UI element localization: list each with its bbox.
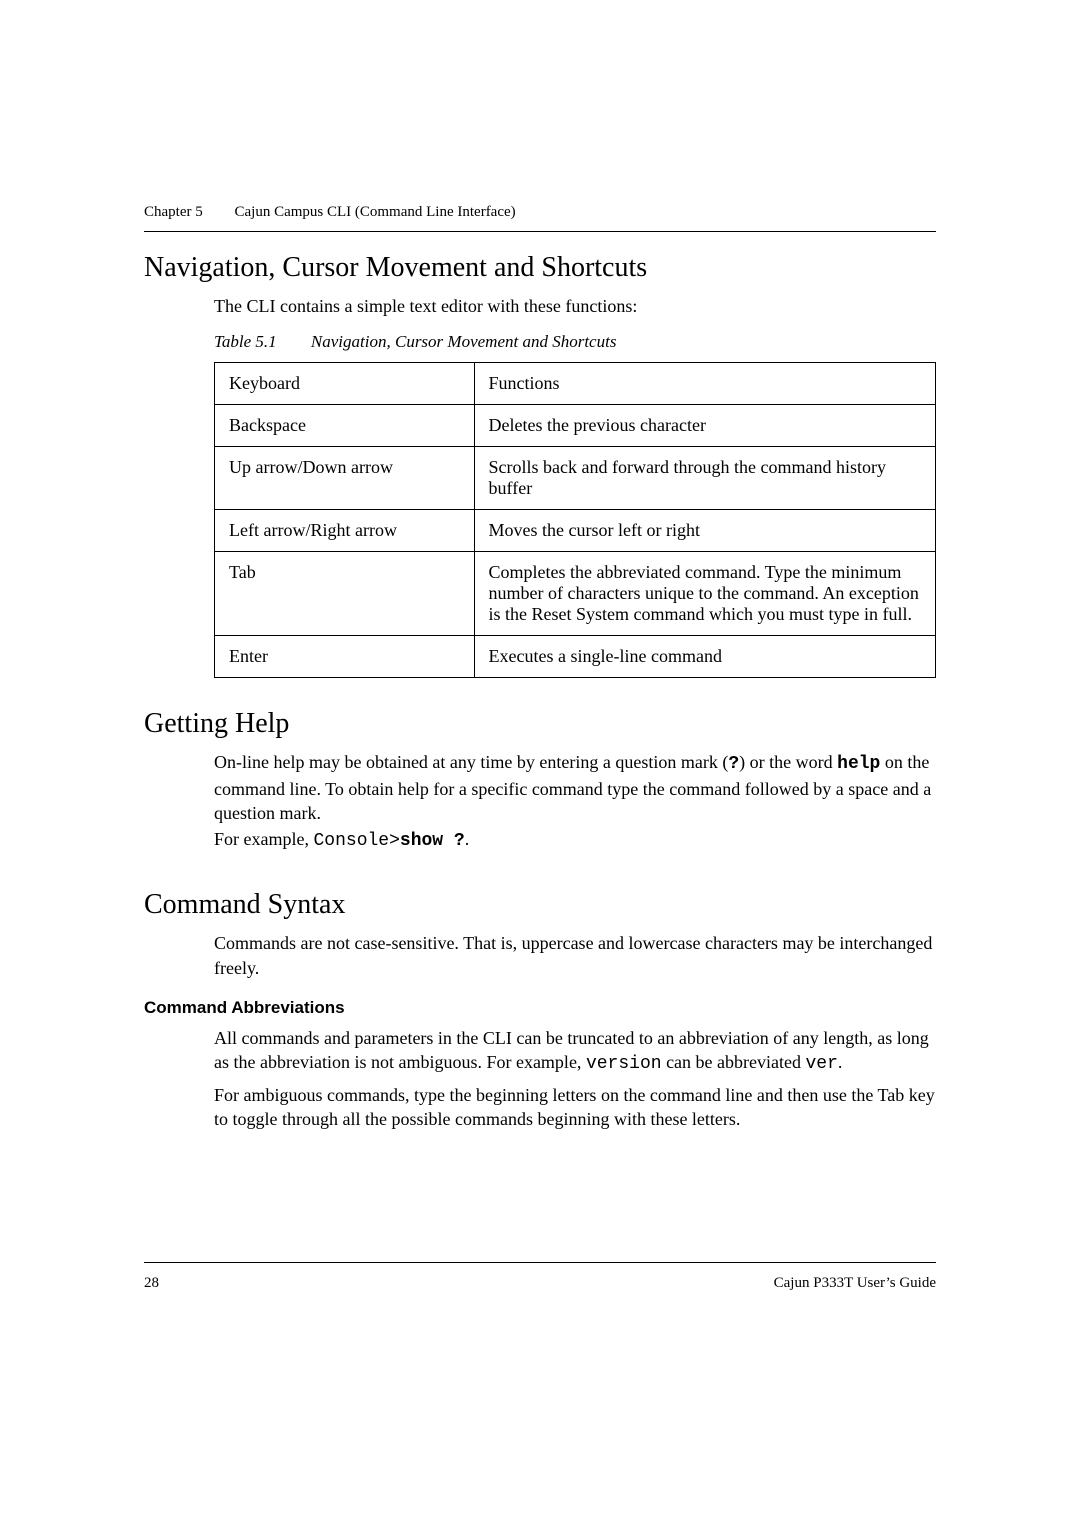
cell-fn: Deletes the previous character [474,405,935,447]
table-header-row: Keyboard Functions [215,363,936,405]
document-page: Chapter 5 Cajun Campus CLI (Command Line… [0,0,1080,1131]
table-row: Tab Completes the abbreviated command. T… [215,552,936,636]
table-caption: Table 5.1 Navigation, Cursor Movement an… [214,332,936,352]
version-literal: version [586,1054,662,1074]
header-rule [144,231,936,232]
heading-navigation: Navigation, Cursor Movement and Shortcut… [144,252,936,284]
abbrev-block: All commands and parameters in the CLI c… [214,1026,936,1131]
subheading-command-abbreviations: Command Abbreviations [144,998,936,1018]
doc-title: Cajun P333T User’s Guide [774,1275,936,1292]
help-paragraph-1: On-line help may be obtained at any time… [214,750,936,825]
cell-key: Left arrow/Right arrow [215,510,475,552]
table-row: Backspace Deletes the previous character [215,405,936,447]
footer-rule [144,1262,936,1263]
col-keyboard-header: Keyboard [215,363,475,405]
help-command-literal: help [837,754,880,774]
cell-key: Tab [215,552,475,636]
question-mark-literal: ? [728,754,739,774]
table-number: Table 5.1 [214,332,277,351]
page-footer: 28 Cajun P333T User’s Guide [144,1262,936,1292]
table-title: Navigation, Cursor Movement and Shortcut… [311,332,617,351]
chapter-title: Cajun Campus CLI (Command Line Interface… [234,204,515,220]
text: . [465,829,470,849]
cell-key: Enter [215,636,475,678]
text: can be abbreviated [662,1052,806,1072]
table-row: Enter Executes a single-line command [215,636,936,678]
abbrev-paragraph-2: For ambiguous commands, type the beginni… [214,1083,936,1132]
shortcuts-table: Keyboard Functions Backspace Deletes the… [214,362,936,678]
nav-block: The CLI contains a simple text editor wi… [214,294,936,678]
ver-literal: ver [805,1054,837,1074]
cell-key: Backspace [215,405,475,447]
running-head: Chapter 5 Cajun Campus CLI (Command Line… [144,204,936,221]
cell-fn: Completes the abbreviated command. Type … [474,552,935,636]
help-paragraph-2: For example, Console>show ?. [214,827,936,853]
cell-fn: Scrolls back and forward through the com… [474,447,935,510]
chapter-label: Chapter 5 [144,204,203,220]
text: . [838,1052,843,1072]
text: On-line help may be obtained at any time… [214,752,728,772]
page-number: 28 [144,1275,159,1292]
text: ) or the word [739,752,837,772]
table-row: Up arrow/Down arrow Scrolls back and for… [215,447,936,510]
syntax-block: Commands are not case-sensitive. That is… [214,931,936,980]
abbrev-paragraph-1: All commands and parameters in the CLI c… [214,1026,936,1077]
syntax-paragraph-1: Commands are not case-sensitive. That is… [214,931,936,980]
heading-getting-help: Getting Help [144,708,936,740]
nav-intro: The CLI contains a simple text editor wi… [214,294,936,318]
show-command-literal: show ? [400,831,465,851]
help-block: On-line help may be obtained at any time… [214,750,936,853]
console-prompt-literal: Console> [313,831,399,851]
col-functions-header: Functions [474,363,935,405]
heading-command-syntax: Command Syntax [144,889,936,921]
cell-key: Up arrow/Down arrow [215,447,475,510]
footer-row: 28 Cajun P333T User’s Guide [144,1275,936,1292]
cell-fn: Executes a single-line command [474,636,935,678]
table-row: Left arrow/Right arrow Moves the cursor … [215,510,936,552]
cell-fn: Moves the cursor left or right [474,510,935,552]
text: For example, [214,829,313,849]
